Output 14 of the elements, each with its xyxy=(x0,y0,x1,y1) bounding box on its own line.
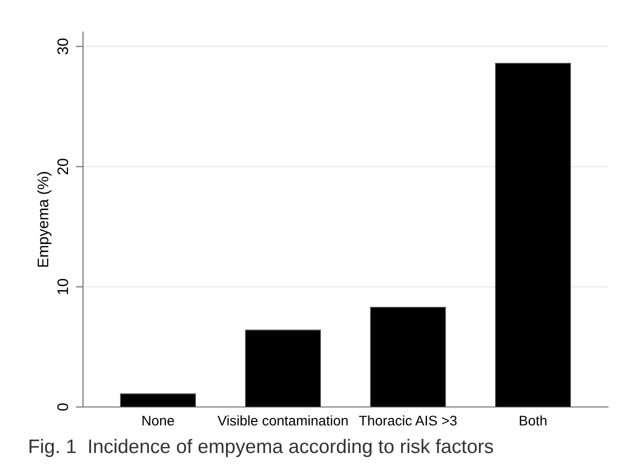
bar xyxy=(495,62,571,407)
y-tick-label: 0 xyxy=(57,403,68,411)
bar xyxy=(245,330,321,407)
y-tick-label: 20 xyxy=(57,158,68,174)
y-tick-label: 30 xyxy=(57,38,68,54)
x-tick-label: None xyxy=(142,416,174,426)
bar xyxy=(120,393,196,407)
x-tick-label: Visible contamination xyxy=(218,415,348,426)
y-axis-title: Empyema (%) xyxy=(37,172,52,267)
caption: Fig. 1 Incidence of empyema according to risk factors xyxy=(30,438,494,458)
bar xyxy=(370,306,446,407)
x-tick-label: Both xyxy=(520,415,546,426)
y-tick-label: 10 xyxy=(57,278,68,294)
x-tick-label: Thoracic AIS >3 xyxy=(359,415,457,426)
